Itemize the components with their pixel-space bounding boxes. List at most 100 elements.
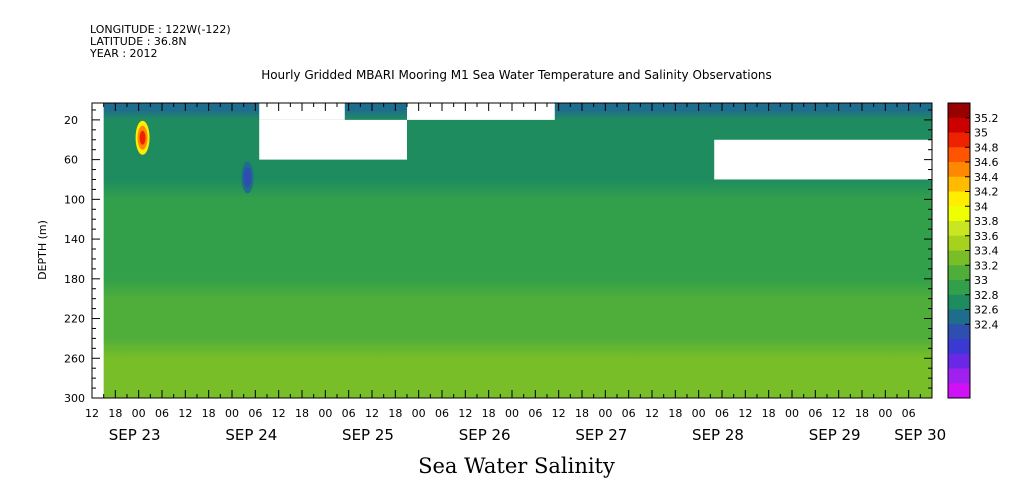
missing-data-region [714,139,932,180]
x-tick-label: 06 [528,407,542,420]
x-tick-label: 06 [155,407,169,420]
x-tick-label: 00 [225,407,239,420]
x-tick-label: 12 [832,407,846,420]
y-tick-label: 260 [64,352,85,365]
x-tick-label: 12 [272,407,286,420]
y-tick-label: 300 [64,392,85,405]
colorbar-label: 32.4 [974,318,999,331]
x-date-label: SEP 28 [692,426,744,444]
plot-area [92,103,932,398]
colorbar-swatch [948,368,970,384]
x-tick-label: 06 [248,407,262,420]
colorbar-swatch [948,117,970,133]
colorbar-swatch [948,162,970,178]
colorbar-label: 33 [974,274,988,287]
colorbar-label: 34.6 [974,156,999,169]
colorbar-swatch [948,132,970,148]
x-tick-label: 18 [202,407,216,420]
year-label: YEAR : 2012 [90,47,158,60]
x-tick-label: 00 [692,407,706,420]
colorbar-swatch [948,309,970,325]
x-tick-label: 12 [645,407,659,420]
colorbar-swatch [948,103,970,119]
x-tick-label: 12 [178,407,192,420]
x-tick-label: 06 [342,407,356,420]
x-tick-label: 18 [388,407,402,420]
x-tick-label: 18 [108,407,122,420]
missing-data-region [259,103,345,120]
x-date-label: SEP 30 [894,426,946,444]
colorbar-label: 34 [974,200,988,213]
x-tick-label: 00 [412,407,426,420]
x-tick-label: 06 [622,407,636,420]
x-date-label: SEP 27 [575,426,627,444]
x-tick-label: 12 [365,407,379,420]
x-date-label: SEP 23 [109,426,161,444]
x-tick-label: 18 [668,407,682,420]
y-tick-label: 220 [64,313,85,326]
x-tick-label: 00 [598,407,612,420]
x-tick-label: 12 [738,407,752,420]
x-tick-label: 06 [435,407,449,420]
y-tick-label: 20 [64,114,78,127]
x-tick-label: 06 [902,407,916,420]
y-tick-label: 60 [64,154,78,167]
colorbar-label: 32.8 [974,289,999,302]
y-tick-label: 180 [64,273,85,286]
x-tick-label: 12 [85,407,99,420]
colorbar-label: 33.6 [974,230,999,243]
colorbar-swatch [948,280,970,296]
x-tick-label: 00 [785,407,799,420]
longitude-label: LONGITUDE : 122W(-122) [90,23,231,36]
chart-title: Hourly Gridded MBARI Mooring M1 Sea Wate… [261,68,772,82]
colorbar-label: 34.4 [974,171,999,184]
x-tick-label: 18 [482,407,496,420]
x-tick-label: 18 [855,407,869,420]
x-date-label: SEP 24 [225,426,277,444]
colorbar-swatch [948,176,970,192]
colorbar-swatch [948,191,970,207]
missing-data-region [259,119,407,160]
colorbar-swatch [948,339,970,355]
colorbar-swatch [948,265,970,281]
y-tick-label: 140 [64,233,85,246]
latitude-label: LATITUDE : 36.8N [90,35,187,48]
colorbar-swatch [948,294,970,310]
x-tick-label: 06 [715,407,729,420]
x-date-label: SEP 29 [809,426,861,444]
metadata-block: LONGITUDE : 122W(-122) LATITUDE : 36.8N … [90,24,231,60]
colorbar-label: 35 [974,127,988,140]
colorbar-label: 32.6 [974,304,999,317]
y-tick-label: 100 [64,193,85,206]
x-date-label: SEP 26 [459,426,511,444]
x-tick-label: 18 [575,407,589,420]
x-tick-label: 00 [318,407,332,420]
missing-data-region [407,103,555,120]
x-tick-label: 18 [295,407,309,420]
colorbar-swatch [948,250,970,266]
missing-data-region [92,103,104,398]
colorbar-swatch [948,383,970,399]
colorbar-swatch [948,147,970,163]
colorbar-label: 35.2 [974,112,999,125]
x-tick-label: 00 [505,407,519,420]
colorbar-label: 34.8 [974,141,999,154]
colorbar-label: 34.2 [974,186,999,199]
x-tick-label: 00 [878,407,892,420]
y-axis-label: DEPTH (m) [36,220,49,280]
salinity-anomaly-high [139,130,146,145]
x-tick-label: 06 [808,407,822,420]
colorbar-label: 33.8 [974,215,999,228]
colorbar-label: 33.2 [974,259,999,272]
x-axis-label: Sea Water Salinity [418,454,615,478]
salinity-anomaly-low [243,167,252,188]
colorbar-swatch [948,221,970,237]
x-date-label: SEP 25 [342,426,394,444]
x-tick-label: 12 [552,407,566,420]
x-tick-label: 18 [762,407,776,420]
x-tick-label: 12 [458,407,472,420]
colorbar-swatch [948,206,970,222]
